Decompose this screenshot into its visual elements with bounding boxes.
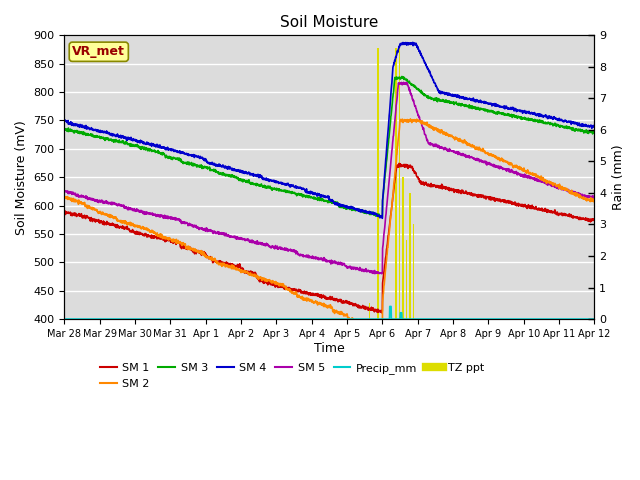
Title: Soil Moisture: Soil Moisture bbox=[280, 15, 379, 30]
Y-axis label: Rain (mm): Rain (mm) bbox=[612, 144, 625, 210]
Text: VR_met: VR_met bbox=[72, 45, 125, 58]
Legend: SM 1, SM 2, SM 3, SM 4, SM 5, Precip_mm, TZ ppt: SM 1, SM 2, SM 3, SM 4, SM 5, Precip_mm,… bbox=[95, 359, 489, 393]
Y-axis label: Soil Moisture (mV): Soil Moisture (mV) bbox=[15, 120, 28, 235]
X-axis label: Time: Time bbox=[314, 342, 345, 355]
